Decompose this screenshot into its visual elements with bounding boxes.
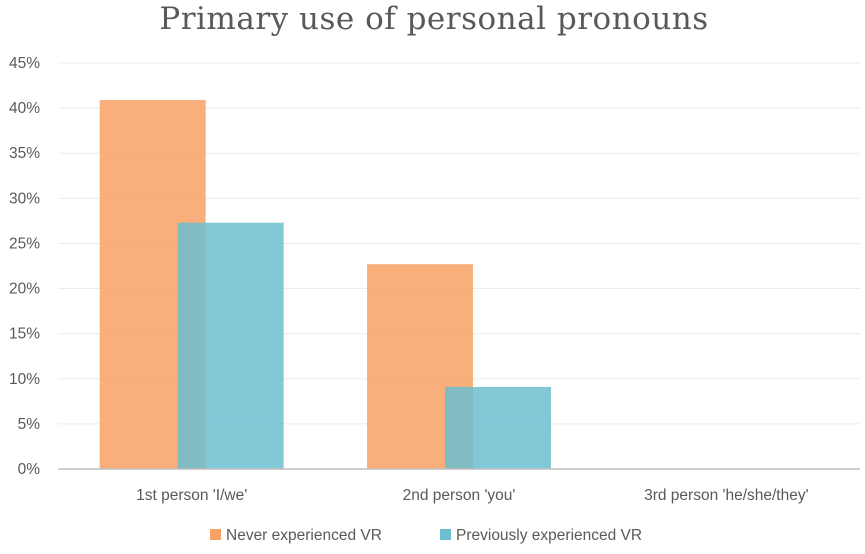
y-tick-label: 45% (9, 55, 40, 72)
x-category-label: 1st person 'I/we' (136, 487, 247, 504)
y-axis-tick-labels: 0% 5% 10% 15% 20% 25% 30% 35% 40% 45% (9, 55, 40, 478)
legend-swatch (210, 529, 221, 540)
bar-previously-experienced-1 (177, 222, 284, 469)
y-tick-label: 35% (9, 145, 40, 162)
x-axis-category-labels: 1st person 'I/we' 2nd person 'you' 3rd per… (136, 487, 808, 504)
legend: Never experienced VR Previously experienc… (210, 527, 642, 544)
bars (99, 99, 551, 469)
x-category-label: 3rd person 'he/she/they' (644, 487, 809, 504)
bar-previously-experienced-2 (445, 386, 551, 469)
legend-swatch (440, 529, 451, 540)
y-tick-label: 10% (9, 371, 40, 388)
y-tick-label: 5% (18, 416, 41, 433)
y-tick-label: 40% (9, 100, 40, 117)
x-category-label: 2nd person 'you' (403, 487, 516, 504)
y-tick-label: 15% (9, 326, 40, 343)
y-tick-label: 0% (18, 461, 41, 478)
legend-label: Never experienced VR (226, 527, 382, 544)
y-tick-label: 20% (9, 281, 40, 298)
y-tick-label: 30% (9, 190, 40, 207)
y-tick-label: 25% (9, 235, 40, 252)
legend-label: Previously experienced VR (456, 527, 642, 544)
chart-title: Primary use of personal pronouns (159, 1, 708, 37)
